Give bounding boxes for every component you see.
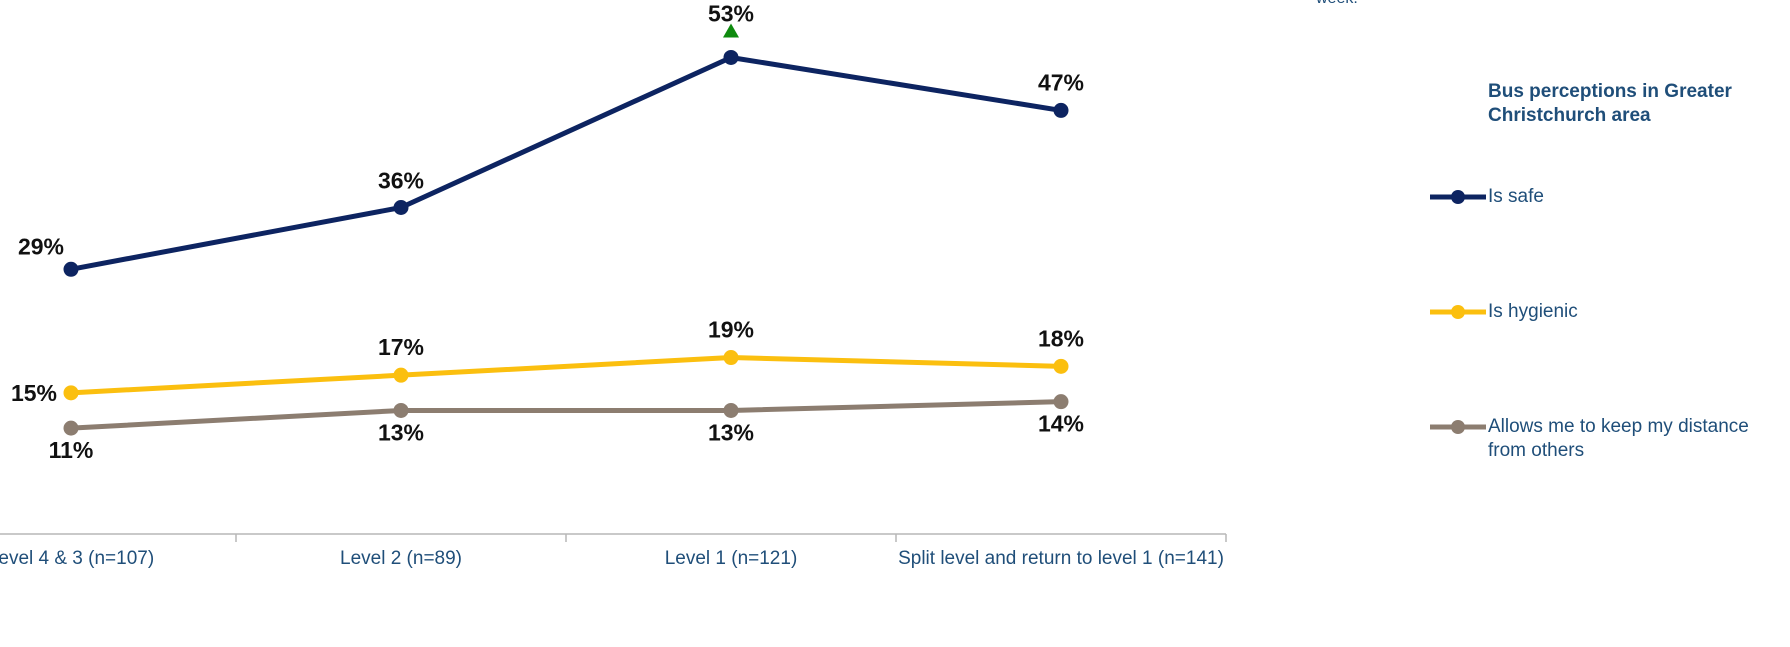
x-tick-label-level-1-n-121: Level 1 (n=121) xyxy=(665,548,798,569)
significance-up-triangle-icon xyxy=(723,23,739,38)
legend-item-keep-distance: Allows me to keep my distance from other… xyxy=(1430,415,1790,465)
line-chart: Level 4 & 3 (n=107) Level 2 (n=89) Level 1… xyxy=(0,0,1227,569)
x-tick-label-split-level-and-return-to-level-1-n-141: Split level and return to level 1 (n=141… xyxy=(898,548,1224,569)
data-point-is-hygienic-1 xyxy=(63,385,79,401)
data-label-allows-me-to-keep-my-distance-from-others-3: 13% xyxy=(708,419,754,445)
data-point-allows-me-to-keep-my-distance-from-others-4 xyxy=(1053,394,1069,410)
legend-swatch-is-safe xyxy=(1430,190,1486,204)
data-label-is-safe-2: 36% xyxy=(378,168,424,194)
data-point-is-hygienic-4 xyxy=(1053,358,1069,374)
data-point-allows-me-to-keep-my-distance-from-others-2 xyxy=(393,402,409,418)
data-label-is-safe-3: 53% xyxy=(708,0,754,26)
legend-label-keep-distance: Allows me to keep my distance from other… xyxy=(1488,416,1749,461)
legend-swatch-keep-distance xyxy=(1430,420,1486,434)
data-point-is-safe-3 xyxy=(723,49,739,65)
legend: Bus perceptions in Greater Christchurch … xyxy=(1430,0,1790,647)
legend-title: Bus perceptions in Greater Christchurch … xyxy=(1488,81,1732,126)
data-label-is-hygienic-4: 18% xyxy=(1038,325,1084,351)
data-point-is-hygienic-3 xyxy=(723,350,739,366)
series-line-allows-me-to-keep-my-distance-from-others xyxy=(68,399,1064,431)
data-label-is-hygienic-2: 17% xyxy=(378,334,424,360)
data-label-is-safe-1: 29% xyxy=(18,233,64,259)
legend-swatch-is-hygienic xyxy=(1430,305,1486,319)
footnote-fragment: week. xyxy=(1316,0,1358,8)
data-point-allows-me-to-keep-my-distance-from-others-3 xyxy=(723,402,739,418)
series-line-is-safe xyxy=(68,54,1064,272)
data-point-is-safe-1 xyxy=(63,261,79,277)
legend-item-is-safe: Is safe xyxy=(1430,185,1790,235)
data-label-allows-me-to-keep-my-distance-from-others-4: 14% xyxy=(1038,411,1084,437)
legend-label-is-safe: Is safe xyxy=(1488,186,1544,207)
data-label-is-hygienic-3: 19% xyxy=(708,317,754,343)
data-label-is-safe-4: 47% xyxy=(1038,69,1084,95)
data-label-is-hygienic-1: 15% xyxy=(11,380,57,406)
legend-item-is-hygienic: Is hygienic xyxy=(1430,300,1790,350)
x-tick-label-level-4-3-n-107: Level 4 & 3 (n=107) xyxy=(0,548,154,569)
data-point-is-safe-2 xyxy=(393,200,409,215)
x-tick-label-level-2-n-89: Level 2 (n=89) xyxy=(340,548,462,569)
data-point-is-safe-4 xyxy=(1053,102,1069,118)
data-label-allows-me-to-keep-my-distance-from-others-1: 11% xyxy=(49,437,94,463)
data-label-allows-me-to-keep-my-distance-from-others-2: 13% xyxy=(378,419,424,445)
legend-label-is-hygienic: Is hygienic xyxy=(1488,301,1578,322)
data-point-is-hygienic-2 xyxy=(393,367,409,383)
series-line-is-hygienic xyxy=(68,355,1064,396)
data-point-allows-me-to-keep-my-distance-from-others-1 xyxy=(63,420,79,436)
